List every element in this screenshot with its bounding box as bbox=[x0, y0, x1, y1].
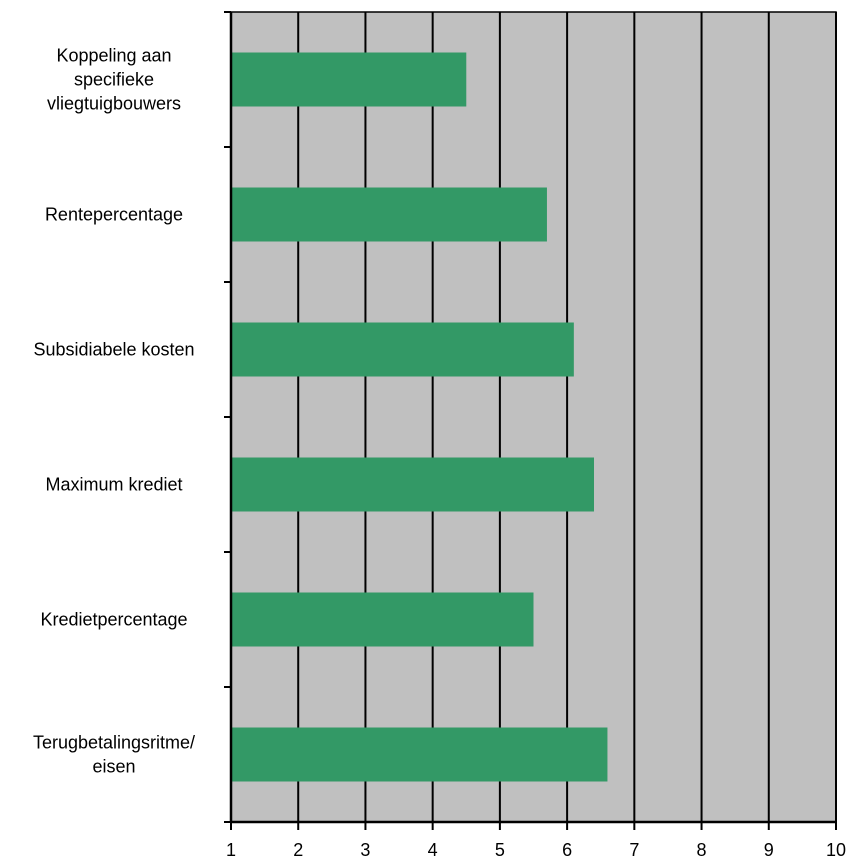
bar-4 bbox=[231, 457, 594, 512]
x-tick-label: 10 bbox=[826, 840, 846, 860]
category-label: Subsidiabele kosten bbox=[33, 340, 194, 360]
category-label: Koppeling aan specifieke vliegtuigbouwers bbox=[47, 46, 181, 114]
axes bbox=[224, 11, 837, 830]
bar-5 bbox=[231, 592, 534, 647]
x-tick-label: 3 bbox=[360, 840, 370, 860]
category-label: Maximum krediet bbox=[45, 475, 182, 495]
x-tick-label: 1 bbox=[226, 840, 236, 860]
x-tick-label: 7 bbox=[629, 840, 639, 860]
plot-area bbox=[230, 11, 837, 823]
labels: Koppeling aan specifieke vliegtuigbouwers R… bbox=[33, 46, 846, 861]
category-label: Rentepercentage bbox=[45, 205, 183, 225]
x-tick-label: 6 bbox=[562, 840, 572, 860]
bar-6 bbox=[231, 727, 608, 782]
bars bbox=[231, 52, 608, 782]
category-label: Terugbetalingsritme/eisen bbox=[33, 733, 195, 777]
category-label: Kredietpercentage bbox=[40, 610, 187, 630]
bar-3 bbox=[231, 322, 574, 377]
x-tick-label: 2 bbox=[293, 840, 303, 860]
bar-2 bbox=[231, 187, 547, 242]
x-tick-label: 8 bbox=[697, 840, 707, 860]
x-tick-label: 9 bbox=[764, 840, 774, 860]
x-tick-label: 4 bbox=[428, 840, 438, 860]
bar-1 bbox=[231, 52, 467, 107]
x-tick-label: 5 bbox=[495, 840, 505, 860]
gridlines bbox=[297, 12, 837, 822]
